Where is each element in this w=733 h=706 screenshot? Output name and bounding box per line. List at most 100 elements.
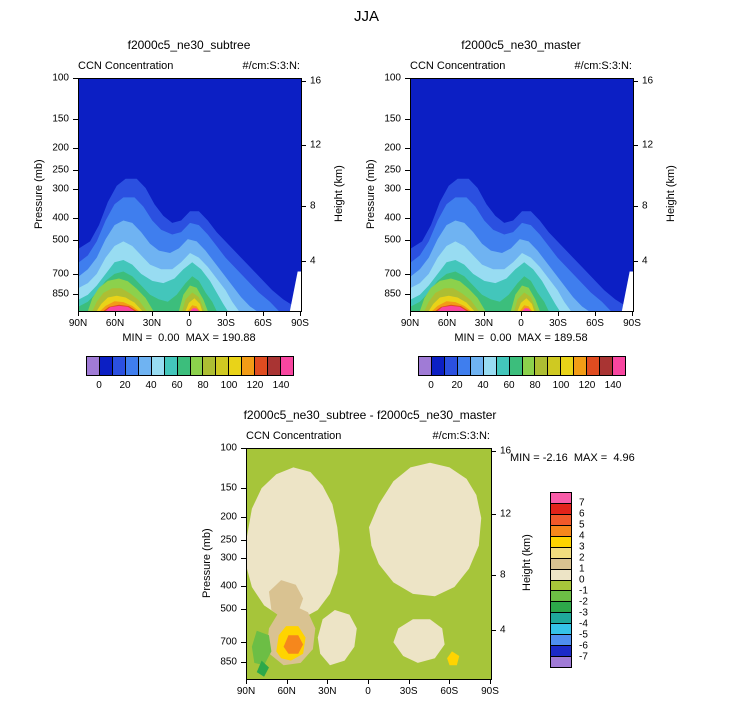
page-title: JJA xyxy=(353,8,379,25)
tick-label: 300 xyxy=(52,183,69,195)
colorbar-label: 5 xyxy=(579,519,585,531)
contour-band xyxy=(190,307,199,311)
colorbar-label: 20 xyxy=(119,380,131,391)
tick-label: 700 xyxy=(384,268,401,280)
tick-label: 16 xyxy=(310,75,322,87)
contour-plot-svg xyxy=(79,79,301,311)
colorbar-cell xyxy=(267,356,282,376)
units-label: #/cm:S:3:N: xyxy=(432,430,490,442)
panel-difference: f2000c5_ne30_subtree - f2000c5_ne30_mast… xyxy=(195,408,733,706)
tick-mark xyxy=(301,81,306,83)
tick-label: 500 xyxy=(52,234,69,246)
colorbar-label: 80 xyxy=(529,380,541,391)
tick-label: 850 xyxy=(384,288,401,300)
colorbar-cell xyxy=(176,356,191,376)
contour-plot xyxy=(246,448,492,680)
colorbar-cell xyxy=(241,356,256,376)
colorbar-label: 120 xyxy=(578,380,596,391)
colorbar-label: 120 xyxy=(246,380,264,391)
colorbar-label: -4 xyxy=(579,618,588,630)
tick-mark xyxy=(241,539,246,541)
field-label: CCN Concentration xyxy=(410,60,506,72)
tick-mark xyxy=(405,170,410,172)
tick-mark xyxy=(491,629,496,631)
tick-label: 4 xyxy=(642,255,648,267)
tick-label: 700 xyxy=(220,636,237,648)
contour-band xyxy=(251,630,272,666)
tick-label: 100 xyxy=(220,442,237,454)
tick-mark xyxy=(189,311,190,316)
contour-band xyxy=(522,307,531,311)
tick-mark xyxy=(241,661,246,663)
tick-label: 60N xyxy=(437,318,457,329)
pressure-axis: 100 150 200 250 300 400 500 700 850 xyxy=(38,73,78,310)
contour-plot-svg xyxy=(411,79,633,311)
colorbar-cell xyxy=(418,356,432,376)
tick-mark xyxy=(241,608,246,610)
latitude-axis: 90N 60N 30N 0 30S 60S 90S xyxy=(69,311,309,329)
colorbar-label: -1 xyxy=(579,585,588,597)
colorbar-cell xyxy=(86,356,100,376)
min-max-stats: MIN = -2.16 MAX = 4.96 xyxy=(510,452,635,464)
tick-label: 850 xyxy=(52,288,69,300)
tick-label: 90S xyxy=(623,318,641,329)
tick-mark xyxy=(490,679,491,684)
tick-mark xyxy=(491,451,496,453)
colorbar-label: 4 xyxy=(579,530,585,542)
colorbar-cell xyxy=(280,356,294,376)
tick-label: 60S xyxy=(254,318,272,329)
colorbar-cell xyxy=(98,356,113,376)
tick-mark xyxy=(262,311,264,316)
tick-mark xyxy=(241,488,246,490)
colorbar-cell xyxy=(599,356,614,376)
colorbar-cell xyxy=(586,356,601,376)
panel-title: f2000c5_ne30_subtree xyxy=(127,38,251,52)
tick-mark xyxy=(151,311,153,316)
colorbar-label: -6 xyxy=(579,640,588,652)
tick-label: 30N xyxy=(142,318,162,329)
tick-mark xyxy=(405,274,410,276)
tick-mark xyxy=(327,679,329,684)
panel-master: f2000c5_ne30_master CCN Concentration #/… xyxy=(362,36,692,408)
tick-label: 0 xyxy=(518,318,524,329)
tick-label: 300 xyxy=(220,552,237,564)
tick-label: 90S xyxy=(481,686,499,697)
pressure-axis-label: Pressure (mb) xyxy=(365,159,377,229)
contour-band xyxy=(621,271,633,311)
tick-label: 700 xyxy=(52,268,69,280)
tick-label: 250 xyxy=(52,164,69,176)
tick-mark xyxy=(368,679,369,684)
tick-mark xyxy=(521,311,522,316)
tick-mark xyxy=(241,448,246,449)
tick-label: 200 xyxy=(384,142,401,154)
tick-label: 8 xyxy=(642,200,648,212)
colorbar-label: 40 xyxy=(145,380,157,391)
colorbar-label: 0 xyxy=(428,380,434,391)
colorbar-cell xyxy=(228,356,243,376)
colorbar-cell xyxy=(254,356,269,376)
contour-band xyxy=(317,610,357,666)
tick-label: 8 xyxy=(310,200,316,212)
contour-plot xyxy=(410,78,634,312)
colorbar: 0 20 40 60 80 100 120 140 xyxy=(86,356,294,391)
panel-title: f2000c5_ne30_master xyxy=(461,38,581,52)
tick-label: 100 xyxy=(384,72,401,84)
tick-label: 30N xyxy=(318,686,337,697)
tick-mark xyxy=(241,642,246,644)
tick-mark xyxy=(483,311,485,316)
colorbar-cell xyxy=(495,356,510,376)
tick-label: 100 xyxy=(52,72,69,84)
tick-mark xyxy=(301,206,306,208)
tick-label: 30S xyxy=(399,686,418,697)
tick-mark xyxy=(633,144,638,146)
colorbar-label: 6 xyxy=(579,508,585,520)
contour-band xyxy=(437,305,467,311)
tick-mark xyxy=(405,217,410,219)
contour-band xyxy=(185,298,203,311)
tick-mark xyxy=(73,118,78,120)
tick-mark xyxy=(300,311,301,316)
tick-label: 90S xyxy=(291,318,309,329)
tick-label: 16 xyxy=(642,75,654,87)
tick-label: 4 xyxy=(500,624,506,636)
